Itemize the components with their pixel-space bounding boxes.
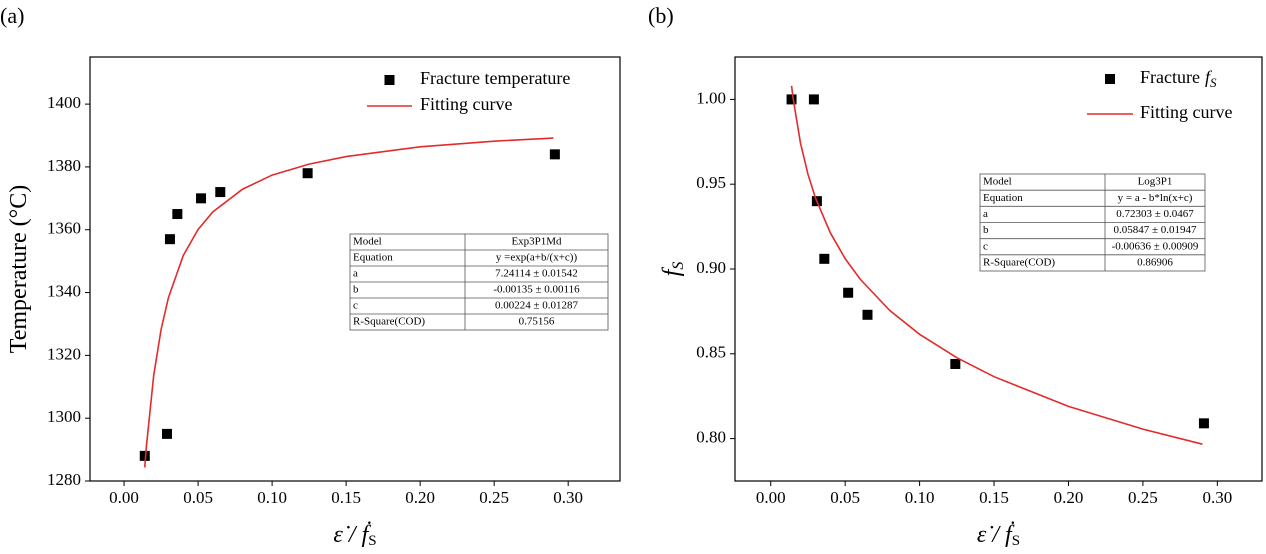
legend-label: Fitting curve xyxy=(420,94,513,114)
table-cell: Equation xyxy=(353,252,393,264)
table-cell: b xyxy=(353,284,359,296)
data-point xyxy=(196,193,207,204)
y-tick-label: 1.00 xyxy=(696,88,726,107)
data-point xyxy=(819,253,830,264)
y-axis-label: fS xyxy=(659,262,687,277)
y-tick-label: 1320 xyxy=(47,344,81,363)
x-label-sub: S xyxy=(1012,533,1020,549)
legend-text: Fracture temperature xyxy=(420,68,570,88)
x-tick-label: 0.15 xyxy=(979,488,1009,507)
y-tick-label: 1360 xyxy=(47,219,81,238)
x-tick-label: 0.30 xyxy=(1202,488,1232,507)
table-cell: 0.86906 xyxy=(1137,256,1173,268)
x-tick-label: 0.20 xyxy=(405,488,435,507)
y-tick-label: 1300 xyxy=(47,407,81,426)
table-cell: 0.75156 xyxy=(519,316,555,328)
data-point xyxy=(1198,418,1209,429)
legend-marker xyxy=(384,75,395,85)
legend-text: Fitting curve xyxy=(420,94,513,114)
table-cell: a xyxy=(353,268,358,280)
data-point xyxy=(139,450,150,461)
data-point xyxy=(786,94,797,105)
y-tick-label: 1380 xyxy=(47,156,81,175)
data-point xyxy=(549,149,560,160)
y-tick-label: 1280 xyxy=(47,470,81,489)
y-tick-label: 0.95 xyxy=(696,173,726,192)
table-cell: y = a - b*ln(x+c) xyxy=(1118,192,1193,204)
y-axis-label: Temperature (°C) xyxy=(6,185,32,354)
table-cell: Log3P1 xyxy=(1138,176,1173,188)
data-point xyxy=(808,94,819,105)
x-label-text: ε̇ / ḟ xyxy=(333,522,371,548)
fit-curve xyxy=(143,137,554,468)
x-tick-label: 0.10 xyxy=(905,488,935,507)
legend-label: Fracture fS xyxy=(1140,67,1217,90)
table-cell: R-Square(COD) xyxy=(983,256,1055,268)
legend-marker xyxy=(1105,74,1115,84)
legend-label: Fitting curve xyxy=(1140,102,1233,122)
x-tick-label: 0.25 xyxy=(1128,488,1158,507)
legend-math-sub: S xyxy=(1210,75,1217,90)
panel-label: (a) xyxy=(0,3,24,28)
data-point xyxy=(172,209,183,220)
y-tick-label: 0.80 xyxy=(696,428,726,447)
data-point xyxy=(164,234,175,245)
x-tick-label: 0.00 xyxy=(109,488,139,507)
legend-text: Fitting curve xyxy=(1140,102,1233,122)
x-tick-label: 0.10 xyxy=(257,488,287,507)
legend-math: f xyxy=(1205,67,1213,87)
table-cell: 7.24114 ± 0.01542 xyxy=(495,268,578,280)
plot-frame xyxy=(89,56,621,482)
table-cell: 0.72303 ± 0.0467 xyxy=(1116,208,1194,220)
data-point xyxy=(215,187,226,198)
table-cell: Equation xyxy=(983,192,1023,204)
data-point xyxy=(302,168,313,179)
y-label-sub: S xyxy=(670,262,687,270)
table-cell: a xyxy=(983,208,988,220)
y-label-text: f xyxy=(659,266,685,276)
legend-text: Fracture xyxy=(1140,67,1200,87)
x-tick-label: 0.30 xyxy=(553,488,583,507)
x-tick-label: 0.15 xyxy=(331,488,361,507)
data-point xyxy=(950,358,961,369)
table-cell: Exp3P1Md xyxy=(511,236,562,248)
panel-label: (b) xyxy=(648,3,674,28)
data-point xyxy=(843,287,854,298)
x-label-sub: S xyxy=(368,533,376,549)
table-cell: 0.00224 ± 0.01287 xyxy=(495,300,579,312)
x-tick-label: 0.00 xyxy=(756,488,786,507)
fit-curve xyxy=(790,85,1203,445)
x-tick-label: 0.05 xyxy=(183,488,213,507)
y-tick-label: 1400 xyxy=(47,93,81,112)
table-cell: -0.00636 ± 0.00909 xyxy=(1112,240,1199,252)
y-label-text: Temperature (°C) xyxy=(6,185,32,354)
table-cell: R-Square(COD) xyxy=(353,316,425,328)
x-tick-label: 0.25 xyxy=(479,488,509,507)
table-cell: 0.05847 ± 0.01947 xyxy=(1113,224,1197,236)
table-cell: -0.00135 ± 0.00116 xyxy=(493,284,580,296)
x-tick-label: 0.05 xyxy=(830,488,860,507)
table-cell: c xyxy=(353,300,358,312)
y-tick-label: 0.85 xyxy=(696,343,726,362)
table-cell: c xyxy=(983,240,988,252)
y-tick-label: 1340 xyxy=(47,281,81,300)
legend-label: Fracture temperature xyxy=(420,68,570,88)
x-axis-label: ε̇ / ḟS xyxy=(977,522,1020,550)
table-cell: Model xyxy=(353,236,382,248)
x-label-text: ε̇ / ḟ xyxy=(977,522,1015,548)
data-point xyxy=(862,309,873,320)
table-cell: y =exp(a+b/(x+c)) xyxy=(496,252,578,264)
table-cell: b xyxy=(983,224,989,236)
x-tick-label: 0.20 xyxy=(1054,488,1084,507)
x-axis-label: ε̇ / ḟS xyxy=(333,522,376,550)
y-tick-label: 0.90 xyxy=(696,258,726,277)
table-cell: Model xyxy=(983,176,1012,188)
data-point xyxy=(161,428,172,439)
